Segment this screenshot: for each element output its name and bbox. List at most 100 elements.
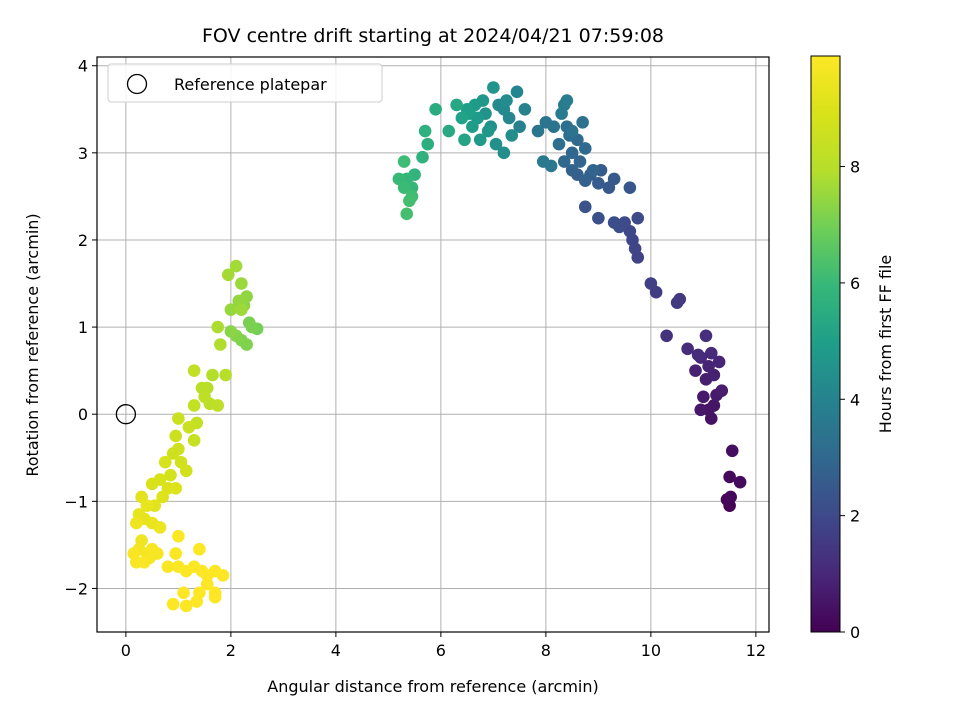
data-point [172,529,185,543]
data-point [723,470,736,484]
colorbar-tick-label: 4 [850,390,860,409]
data-point [187,399,201,412]
data-point [489,137,503,151]
colorbar-tick-label: 8 [850,158,860,177]
data-point [172,412,185,425]
data-point [397,155,411,168]
data-point [536,155,550,168]
legend-marker-icon [126,73,148,95]
data-point [631,211,645,225]
data-point [193,542,206,556]
data-point [421,137,435,151]
x-tick-label: 2 [226,641,236,660]
legend-box [107,63,383,103]
data-point [169,547,183,560]
data-point [513,120,526,133]
data-point [400,207,414,221]
data-point [466,120,479,133]
y-tick-label: 4 [78,57,88,76]
legend: Reference platepar [107,63,383,103]
data-point [481,124,495,138]
data-point [592,211,605,225]
data-point [187,434,201,447]
y-tick-label: −1 [64,492,88,511]
data-point [681,342,694,356]
legend-entry-label: Reference platepar [174,75,327,94]
data-point [164,468,177,482]
reference-marker-layer [115,404,137,425]
data-point [458,133,471,147]
colorbar-label: Hours from first FF file [876,255,895,434]
data-point [190,595,204,608]
data-point [179,599,193,613]
data-point [691,348,705,362]
colorbar-tick-label: 6 [850,274,860,293]
data-point [179,464,193,478]
data-point [224,325,238,338]
data-point [156,490,169,504]
data-point [166,597,180,611]
data-point [169,429,183,443]
data-point [224,303,238,316]
data-point [455,111,469,125]
data-point [418,124,432,138]
data-point [219,368,232,382]
data-point [206,368,219,382]
data-point [670,296,684,309]
data-point [153,521,167,534]
data-point [235,277,248,290]
data-point [565,124,579,138]
data-point [166,447,180,460]
data-point [200,577,214,591]
data-point [689,364,702,377]
data-point [592,177,605,190]
data-point [487,81,500,94]
data-point [724,490,737,504]
colorbar-ticks: 0 2 4 6 8 [840,158,860,642]
x-axis-label: Angular distance from reference (arcmin) [267,677,598,696]
data-point [442,124,456,138]
data-point [660,329,673,343]
data-point [416,150,429,164]
data-point [145,477,159,491]
data-point [161,560,175,573]
data-point [497,146,511,160]
x-tick-label: 6 [436,641,446,660]
data-point [216,569,230,582]
data-point [235,303,248,316]
data-point [169,481,183,495]
data-point [644,277,658,290]
data-point [397,181,411,194]
data-point [182,420,196,434]
y-tick-label: 2 [78,231,88,250]
data-point [473,133,487,147]
data-point [733,475,747,489]
data-point [573,155,587,168]
data-point [578,200,592,214]
data-point [158,455,172,469]
y-tick-label: 3 [78,144,88,163]
data-point [702,359,715,373]
colorbar: 0 2 4 6 8 Hours from first FF file [810,55,895,642]
colorbar-gradient [810,55,841,633]
data-point [229,259,243,273]
data-point [245,320,259,334]
data-point [697,390,710,404]
y-tick-label: −2 [64,579,88,598]
data-point [403,194,416,208]
data-point [429,102,442,116]
x-tick-label: 10 [641,641,661,660]
data-point [699,329,713,343]
data-point [211,320,225,334]
colorbar-tick-label: 2 [850,507,860,526]
y-axis-ticks: −2 −1 0 1 2 3 4 [64,57,97,598]
colorbar-tick-label: 0 [850,623,860,642]
data-point [694,403,708,417]
data-point [576,116,589,129]
y-axis-label: Rotation from reference (arcmin) [23,213,42,476]
data-point [140,499,154,512]
reference-point [115,404,137,425]
chart-title: FOV centre drift starting at 2024/04/21 … [202,25,664,47]
grid [97,57,769,632]
data-point [586,163,600,177]
